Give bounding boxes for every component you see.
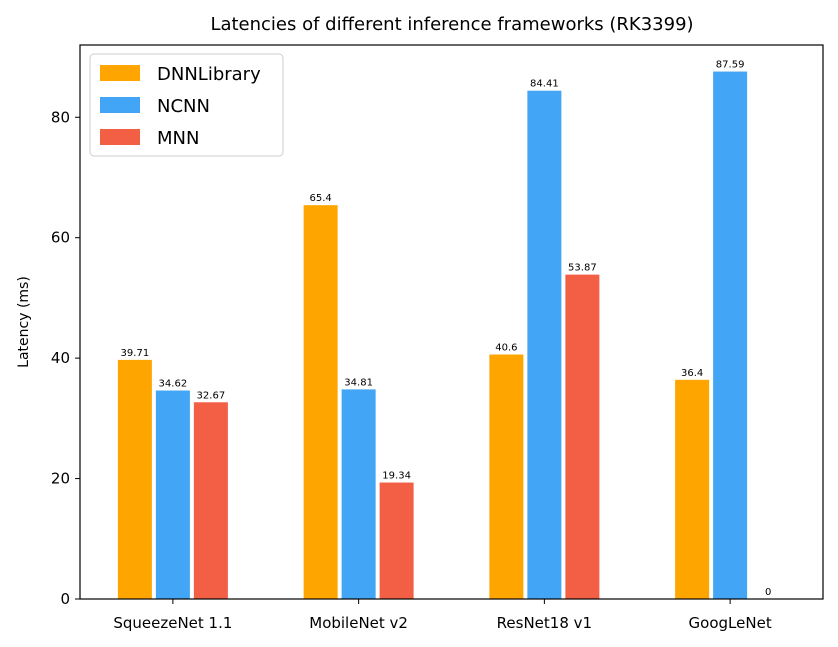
bar-ncnn-4 [713,71,748,600]
data-label-ncnn-3: 84.41 [530,79,559,90]
bar-mnn-2 [379,482,414,599]
chart-title: Latencies of different inference framewo… [210,14,693,35]
y-tick-label: 20 [51,470,70,488]
bar-ncnn-2 [341,389,376,599]
axes-layer: SqueezeNet 1.1 MobileNet v2 ResNet18 v1 Goo… [51,44,824,632]
data-label-ncnn-4: 87.59 [716,60,745,71]
data-label-dnnlibrary-4: 36.4 [681,368,703,379]
legend: DNNLibrary NCNN MNN [89,53,284,157]
bar-dnnlibrary-4 [675,379,710,599]
x-tick-label: SqueezeNet 1.1 [113,614,232,632]
data-label-dnnlibrary-2: 65.4 [309,193,331,204]
x-tick-label: GoogLeNet [689,614,772,632]
bar-mnn-1 [193,402,228,599]
data-label-dnnlibrary-3: 40.6 [495,343,517,354]
legend-label-mnn: MNN [157,128,199,149]
y-tick-label: 60 [51,229,70,247]
legend-label-dnnlibrary: DNNLibrary [157,64,261,85]
bar-mnn-3 [565,274,600,599]
bar-ncnn-1 [155,390,190,599]
bar-ncnn-3 [527,90,562,599]
legend-label-ncnn: NCNN [157,96,210,117]
bar-dnnlibrary-2 [303,205,338,599]
y-tick-label: 0 [60,590,70,608]
bar-dnnlibrary-1 [117,359,152,599]
data-label-ncnn-1: 34.62 [159,379,188,390]
data-label-dnnlibrary-1: 39.71 [121,348,150,359]
y-tick-label: 40 [51,349,70,367]
data-label-mnn-3: 53.87 [568,263,597,274]
legend-swatch-mnn [100,129,140,145]
bars-layer: 39.71 34.62 32.67 65.4 34.81 19.34 40.6 84.41 53… [117,60,771,600]
legend-swatch-ncnn [100,97,140,113]
legend-swatch-dnnlibrary [100,65,140,81]
bar-dnnlibrary-3 [489,354,524,599]
x-tick-label: MobileNet v2 [309,614,408,632]
x-tick-label: ResNet18 v1 [497,614,592,632]
y-axis-label: Latency (ms) [16,276,32,368]
y-tick-label: 80 [51,108,70,126]
data-label-ncnn-2: 34.81 [344,377,373,388]
plot-frame [79,44,824,600]
data-label-mnn-1: 32.67 [197,390,226,401]
data-label-mnn-4: 0 [765,587,771,598]
data-label-mnn-2: 19.34 [382,471,411,482]
